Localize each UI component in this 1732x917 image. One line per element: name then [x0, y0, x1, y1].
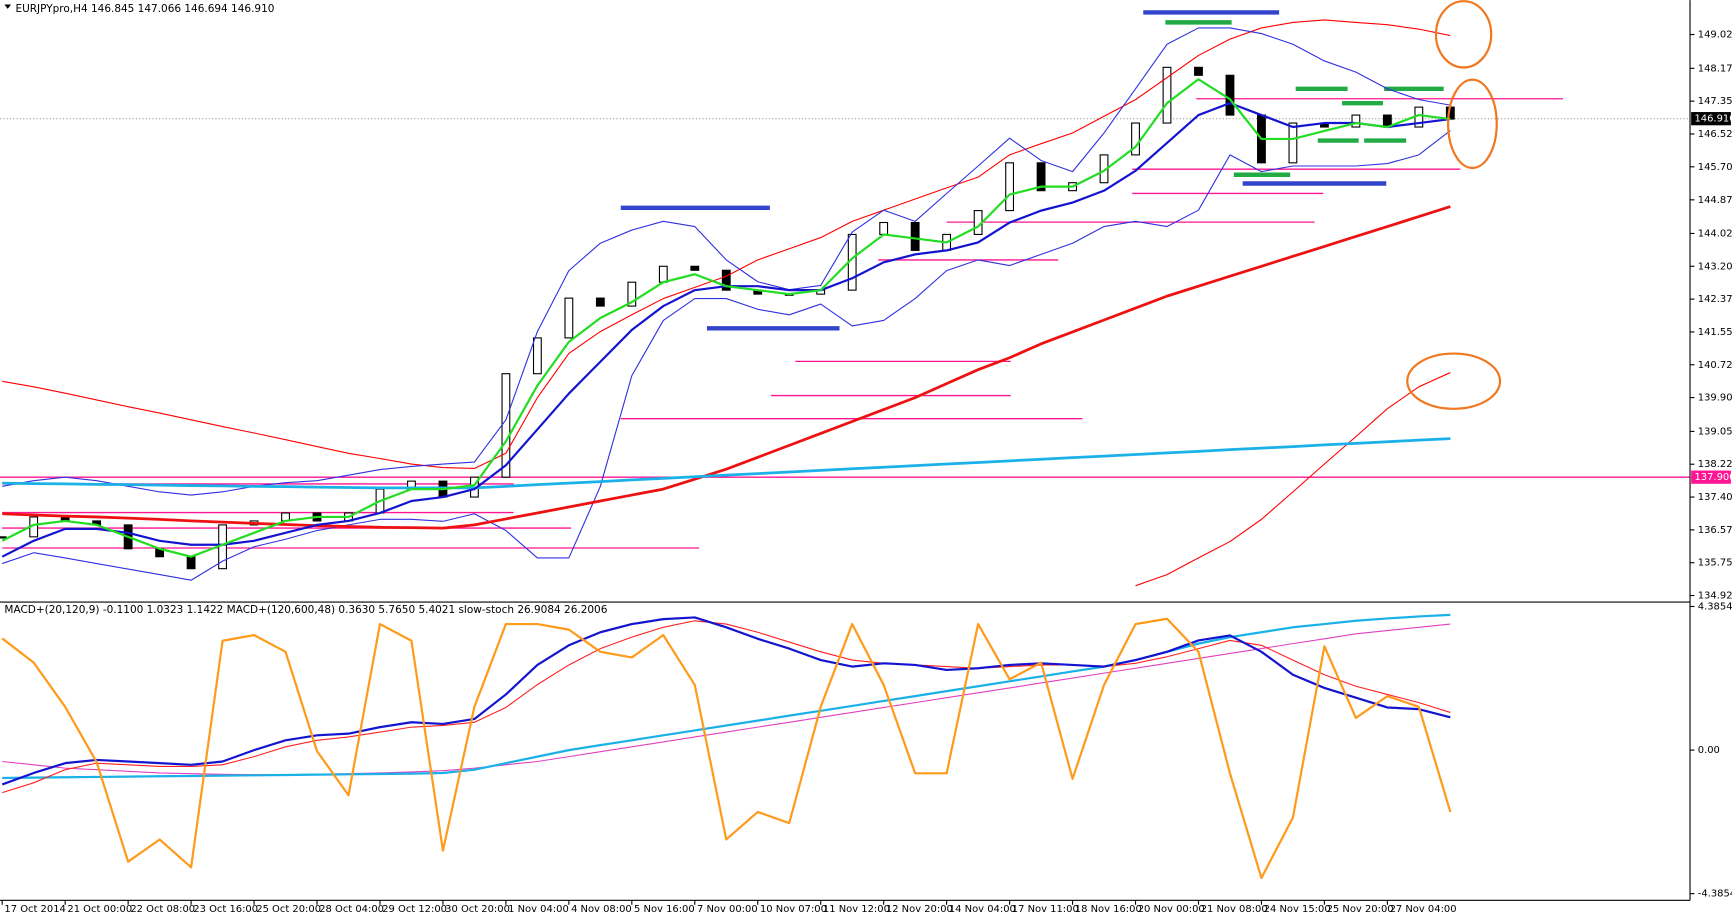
chart-header: EURJPYpro,H4 146.845 147.066 146.694 146…	[15, 3, 274, 15]
candle	[0, 536, 7, 539]
x-tick-label: 7 Nov 00:00	[697, 904, 758, 915]
y-tick-label: 142.375	[1698, 294, 1732, 305]
x-tick-label: 14 Nov 04:00	[949, 904, 1016, 915]
price-label: 137.900	[1694, 472, 1732, 483]
y-tick-label: 143.200	[1698, 261, 1732, 272]
x-tick-label: 30 Oct 20:00	[445, 904, 510, 915]
indicator-line	[1, 617, 1452, 880]
x-tick-label: 23 Oct 16:00	[193, 904, 258, 915]
x-tick-label: 21 Oct 00:00	[67, 904, 132, 915]
indicator-line	[2, 130, 1451, 581]
x-tick-label: 17 Nov 11:00	[1012, 904, 1079, 915]
y-tick-label: 140.725	[1698, 360, 1732, 371]
annotation-circle	[1447, 78, 1498, 170]
candle	[595, 297, 605, 307]
y-tick-label: 146.525	[1698, 129, 1732, 140]
y-tick-label: 136.575	[1698, 525, 1732, 536]
x-tick-label: 25 Nov 20:00	[1327, 904, 1394, 915]
indicator-line	[2, 19, 1451, 469]
menu-arrow	[4, 4, 12, 9]
x-tick-label: 28 Oct 04:00	[319, 904, 384, 915]
x-tick-label: 4 Nov 08:00	[571, 904, 632, 915]
indicator-line	[2, 620, 1451, 794]
y-tick-label: 149.025	[1698, 30, 1732, 41]
x-tick-label: 29 Oct 12:00	[382, 904, 447, 915]
x-tick-label: 11 Nov 12:00	[823, 904, 890, 915]
candle	[658, 265, 668, 283]
indicator-header: MACD+(20,120,9) -0.1100 1.0323 1.1422 MA…	[4, 604, 607, 616]
candle	[186, 556, 196, 570]
x-tick-label: 27 Nov 04:00	[1390, 904, 1457, 915]
y-tick-label: 144.870	[1698, 195, 1732, 206]
x-tick-label: 20 Nov 00:00	[1138, 904, 1205, 915]
candle	[1225, 74, 1235, 116]
candle	[879, 221, 889, 236]
y-tick-label: 138.225	[1698, 459, 1732, 470]
indicator-line	[2, 27, 1451, 496]
y-tick-label: 144.025	[1698, 228, 1732, 239]
candle	[1351, 114, 1361, 128]
indicator-line	[1, 78, 1451, 558]
price-pane	[0, 10, 1691, 587]
annotation-circle	[1406, 352, 1502, 410]
indicator-line	[1, 616, 1451, 786]
y-tick-label: 147.350	[1698, 96, 1732, 107]
y-tick-label: 0.00	[1698, 745, 1720, 756]
indicator-line	[2, 205, 1451, 530]
y-tick-label: 148.175	[1698, 63, 1732, 74]
candle	[1288, 122, 1298, 164]
price-label-box	[1691, 470, 1731, 484]
y-tick-label: 139.900	[1698, 393, 1732, 404]
x-tick-label: 21 Nov 08:00	[1201, 904, 1268, 915]
price-label: 146.910	[1694, 114, 1732, 125]
indicator-line	[1135, 372, 1451, 587]
x-tick-label: 17 Oct 2014	[4, 904, 65, 915]
candle	[1194, 66, 1203, 76]
indicator-pane	[1, 613, 1452, 880]
candle	[721, 269, 731, 291]
x-tick-label: 12 Nov 20:00	[886, 904, 953, 915]
annotation-circle	[1434, 0, 1493, 69]
x-tick-label: 18 Nov 16:00	[1075, 904, 1142, 915]
candle	[627, 281, 637, 307]
y-tick-label: 137.400	[1698, 492, 1732, 503]
indicator-line	[2, 613, 1451, 780]
candle	[1162, 66, 1172, 124]
y-tick-label: -4.3854	[1698, 889, 1732, 900]
candle	[1036, 162, 1046, 192]
x-tick-label: 5 Nov 16:00	[634, 904, 695, 915]
candle	[532, 337, 542, 375]
y-tick-label: 135.750	[1698, 558, 1732, 569]
candle	[564, 297, 574, 339]
candle	[1131, 122, 1140, 156]
y-tick-label: 141.550	[1698, 327, 1732, 338]
x-tick-label: 22 Oct 08:00	[130, 904, 195, 915]
candle	[690, 265, 700, 271]
y-tick-label: 134.925	[1698, 591, 1732, 602]
price-label-box	[1691, 112, 1731, 126]
y-tick-label: 4.3854	[1698, 602, 1732, 613]
y-tick-label: 145.700	[1698, 162, 1732, 173]
candle	[910, 221, 920, 251]
indicator-line	[2, 437, 1451, 490]
x-tick-label: 25 Oct 20:00	[256, 904, 321, 915]
candle	[1005, 162, 1015, 212]
x-tick-label: 10 Nov 07:00	[760, 904, 827, 915]
x-tick-label: 24 Nov 15:00	[1264, 904, 1331, 915]
x-tick-label: 1 Nov 04:00	[508, 904, 569, 915]
y-tick-label: 139.050	[1698, 426, 1732, 437]
